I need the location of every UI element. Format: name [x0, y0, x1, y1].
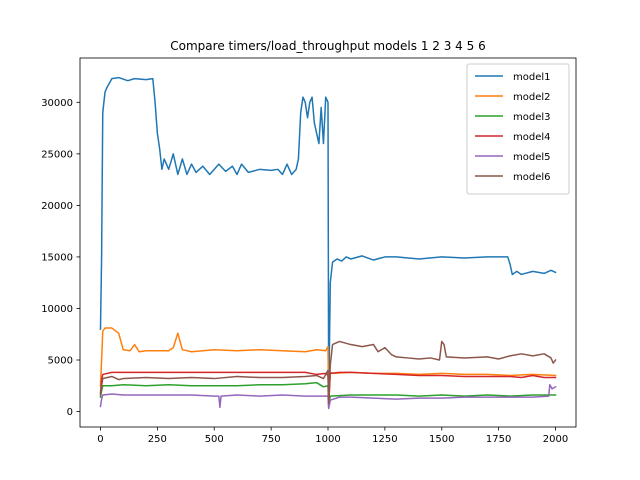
legend-label-model5: model5	[513, 152, 551, 163]
series-layer	[99, 76, 557, 410]
x-tick-label: 0	[97, 434, 103, 445]
y-tick-label: 10000	[41, 304, 73, 315]
legend-label-model1: model1	[513, 72, 551, 83]
x-tick-label: 1750	[486, 434, 511, 445]
legend-label-model4: model4	[513, 132, 551, 143]
series-line-model6	[99, 340, 557, 405]
chart-title: Compare timers/load_throughput models 1 …	[170, 39, 485, 53]
y-tick-label: 30000	[41, 98, 73, 109]
legend-label-model3: model3	[513, 112, 551, 123]
y-tick-label: 25000	[41, 149, 73, 160]
x-tick-label: 750	[262, 434, 281, 445]
axes-layer: 0 250 500 750 1000 1250 1500 1750 20000500010000…	[41, 57, 577, 445]
series-line-model2	[99, 327, 557, 407]
x-tick-label: 1000	[315, 434, 340, 445]
x-tick-label: 500	[205, 434, 224, 445]
legend: model1 model2 model3 model4 model5 model6	[466, 63, 570, 195]
legend-label-model2: model2	[513, 92, 551, 103]
legend-label-model6: model6	[513, 172, 551, 183]
x-tick-label: 250	[148, 434, 167, 445]
y-tick-label: 15000	[41, 252, 73, 263]
x-tick-label: 1250	[372, 434, 397, 445]
y-tick-label: 0	[67, 407, 73, 418]
series-line-model1	[99, 76, 557, 408]
series-line-model3	[99, 381, 557, 407]
x-tick-label: 1500	[429, 434, 454, 445]
y-tick-label: 20000	[41, 201, 73, 212]
x-tick-label: 2000	[543, 434, 568, 445]
y-tick-label: 5000	[48, 356, 73, 367]
